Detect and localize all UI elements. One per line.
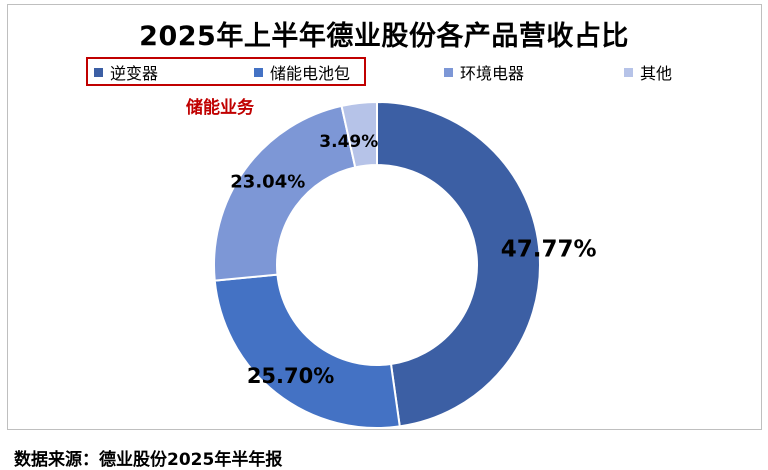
data-label-appliances: 23.04% [230, 172, 305, 193]
donut-data-labels: 47.77% 25.70% 23.04% 3.49% [230, 132, 596, 388]
donut-slice-inverter [376, 100, 542, 428]
data-label-battery-pack: 25.70% [247, 364, 334, 388]
legend-swatch-battery-pack [254, 67, 263, 77]
legend-swatch-other [624, 67, 633, 77]
legend-label-inverter: 逆变器 [110, 64, 159, 83]
legend-item-appliances: 环境电器 [444, 61, 524, 83]
legend-item-battery-pack: 储能电池包 [254, 61, 350, 83]
legend-label-battery-pack: 储能电池包 [270, 64, 351, 83]
legend-swatch-inverter [94, 67, 103, 77]
donut-slice-other [340, 100, 378, 169]
chart-title: 2025年上半年德业股份各产品营收占比 [139, 21, 629, 52]
donut-slice-appliances [213, 104, 357, 282]
legend-swatch-appliances [444, 67, 453, 77]
data-source-note: 数据来源：德业股份2025年半年报 [14, 450, 283, 470]
donut-slices [213, 100, 542, 429]
donut-slice-battery-pack [213, 273, 401, 429]
storage-highlight-box [86, 57, 366, 86]
data-label-inverter: 47.77% [501, 237, 597, 263]
data-label-other: 3.49% [319, 132, 378, 152]
chart-frame [7, 4, 762, 430]
storage-business-annotation: 储能业务 [186, 98, 254, 118]
legend-label-appliances: 环境电器 [460, 64, 525, 83]
legend-label-other: 其他 [640, 64, 673, 83]
legend-item-inverter: 逆变器 [94, 61, 158, 83]
legend-item-other: 其他 [624, 61, 672, 83]
